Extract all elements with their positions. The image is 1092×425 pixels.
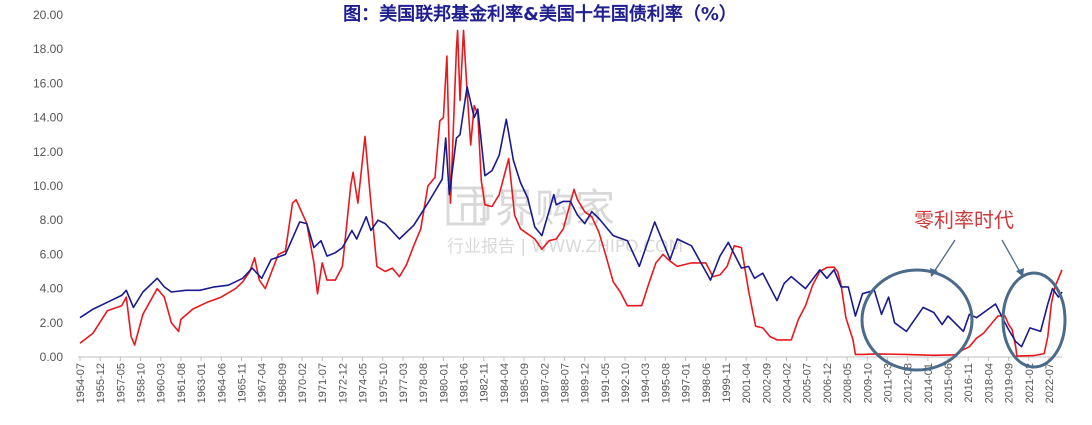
arrow-line-2	[1001, 239, 1021, 273]
x-tick-label: 1961-08	[176, 363, 188, 403]
x-tick-label: 1958-10	[136, 363, 148, 403]
x-tick-label: 2018-04	[983, 363, 995, 403]
x-tick-label: 2004-02	[782, 363, 794, 403]
x-tick-label: 1975-10	[378, 363, 390, 403]
x-tick-label: 2001-04	[741, 363, 753, 403]
x-tick-label: 1989-12	[580, 363, 592, 403]
x-tick-label: 1988-07	[559, 363, 571, 403]
x-tick-label: 2021-02	[1024, 363, 1036, 403]
y-tick-label: 16.00	[33, 76, 63, 90]
arrow-head-1	[930, 268, 938, 277]
x-tick-label: 1984-04	[499, 363, 511, 403]
y-tick-label: 12.00	[33, 145, 63, 159]
x-tick-label: 1960-03	[156, 363, 168, 403]
x-tick-label: 1967-04	[257, 363, 269, 403]
x-tick-label: 2002-09	[761, 363, 773, 403]
watermark-logo-box	[446, 186, 486, 226]
x-tick-label: 1968-09	[277, 363, 289, 403]
x-tick-label: 1981-06	[459, 363, 471, 403]
chart-title: 图：美国联邦基金利率&美国十年国债利率（%）	[343, 3, 737, 25]
x-tick-label: 2005-07	[802, 363, 814, 403]
series-line-treasury-10y	[79, 86, 1063, 348]
x-tick-label: 2011-03	[882, 363, 894, 403]
arrow-head-2	[1016, 268, 1024, 277]
watermark-main: 市界购家	[455, 186, 615, 232]
x-tick-label: 1964-06	[216, 363, 228, 403]
circle-2020-2023	[1001, 271, 1067, 369]
y-tick-label: 8.00	[40, 213, 64, 227]
y-tick-label: 2.00	[40, 316, 64, 330]
x-tick-label: 2015-06	[943, 363, 955, 403]
annotation-zero-rate: 零利率时代	[914, 208, 1014, 232]
x-tick-label: 1980-01	[438, 363, 450, 403]
x-tick-label: 1955-12	[95, 363, 107, 403]
x-tick-label: 1999-11	[721, 363, 733, 403]
x-tick-label: 1965-11	[236, 363, 248, 403]
y-tick-label: 6.00	[40, 247, 64, 261]
x-tick-label: 2014-01	[923, 363, 935, 403]
watermark-sub: 行业报告 | WWW.ZHIPO.COM	[447, 237, 683, 257]
x-tick-label: 2008-05	[842, 363, 854, 403]
x-tick-label: 1957-05	[115, 363, 127, 403]
x-tick-label: 1985-09	[519, 363, 531, 403]
x-tick-label: 1977-03	[398, 363, 410, 403]
x-tick-label: 1963-01	[196, 363, 208, 403]
arrow-line-1	[933, 239, 956, 273]
y-tick-label: 0.00	[40, 350, 64, 364]
y-tick-label: 14.00	[33, 111, 63, 125]
watermark: 市界购家 行业报告 | WWW.ZHIPO.COM	[446, 186, 683, 257]
x-tick-label: 1972-12	[337, 363, 349, 403]
x-tick-label: 2022-07	[1044, 363, 1056, 403]
y-axis: 0.00 2.00 4.00 6.00 8.00 10.00 12.00 14.00 16.00…	[33, 8, 63, 364]
circle-2009-2016	[860, 268, 974, 372]
x-tick-label: 2016-11	[963, 363, 975, 403]
series-line-fed-funds	[79, 29, 1063, 357]
x-tick-label: 1997-01	[681, 363, 693, 403]
x-tick-label: 1995-08	[660, 363, 672, 403]
x-tick-label: 2012-08	[903, 363, 915, 403]
y-tick-label: 10.00	[33, 179, 63, 193]
x-tick-label: 1992-10	[620, 363, 632, 403]
y-tick-label: 4.00	[40, 282, 64, 296]
series-layer	[79, 29, 1063, 357]
y-tick-label: 18.00	[33, 42, 63, 56]
x-tick-label: 1974-05	[358, 363, 370, 403]
x-tick-label: 1978-08	[418, 363, 430, 403]
x-tick-label: 2006-12	[822, 363, 834, 403]
x-tick-label: 1970-02	[297, 363, 309, 403]
x-tick-label: 1994-03	[640, 363, 652, 403]
annotation-layer: 零利率时代	[860, 208, 1067, 372]
x-tick-label: 1998-06	[701, 363, 713, 403]
x-tick-label: 1954-07	[75, 363, 87, 403]
x-tick-label: 2019-09	[1004, 363, 1016, 403]
x-tick-label: 1987-02	[539, 363, 551, 403]
x-tick-label: 2009-10	[862, 363, 874, 403]
y-tick-label: 20.00	[33, 8, 63, 22]
x-tick-label: 1991-05	[600, 363, 612, 403]
x-tick-label: 1982-11	[479, 363, 491, 403]
x-axis: 1954-07 1955-12 1957-05 1958-10 1960-03 1961-…	[75, 357, 1056, 403]
x-tick-label: 1971-07	[317, 363, 329, 403]
